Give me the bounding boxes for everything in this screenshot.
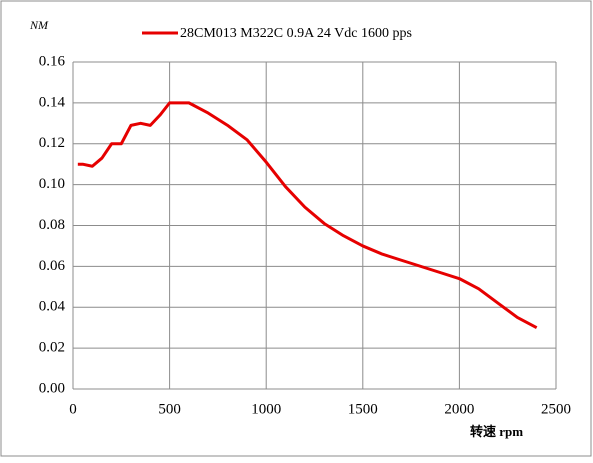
x-tick-label: 1000 xyxy=(251,401,281,417)
x-tick-label: 2500 xyxy=(541,401,571,417)
x-tick-label: 0 xyxy=(69,401,77,417)
x-tick-label: 2000 xyxy=(444,401,474,417)
y-tick-label: 0.08 xyxy=(39,217,65,233)
y-tick-label: 0.04 xyxy=(39,299,66,315)
y-tick-label: 0.10 xyxy=(39,176,65,192)
y-tick-label: 0.12 xyxy=(39,135,65,151)
y-tick-label: 0.02 xyxy=(39,340,65,356)
x-tick-label: 500 xyxy=(158,401,181,417)
data-line xyxy=(77,101,538,330)
y-axis-label: NM xyxy=(29,18,49,32)
y-tick-label: 0.06 xyxy=(39,258,66,274)
x-tick-label: 1500 xyxy=(348,401,378,417)
y-tick-label: 0.00 xyxy=(39,380,65,396)
y-tick-label: 0.14 xyxy=(39,94,66,110)
legend-label: 28CM013 M322C 0.9A 24 Vdc 1600 pps xyxy=(180,26,412,41)
x-axis-label: 转速 rpm xyxy=(470,424,523,439)
y-tick-label: 0.16 xyxy=(39,53,66,69)
